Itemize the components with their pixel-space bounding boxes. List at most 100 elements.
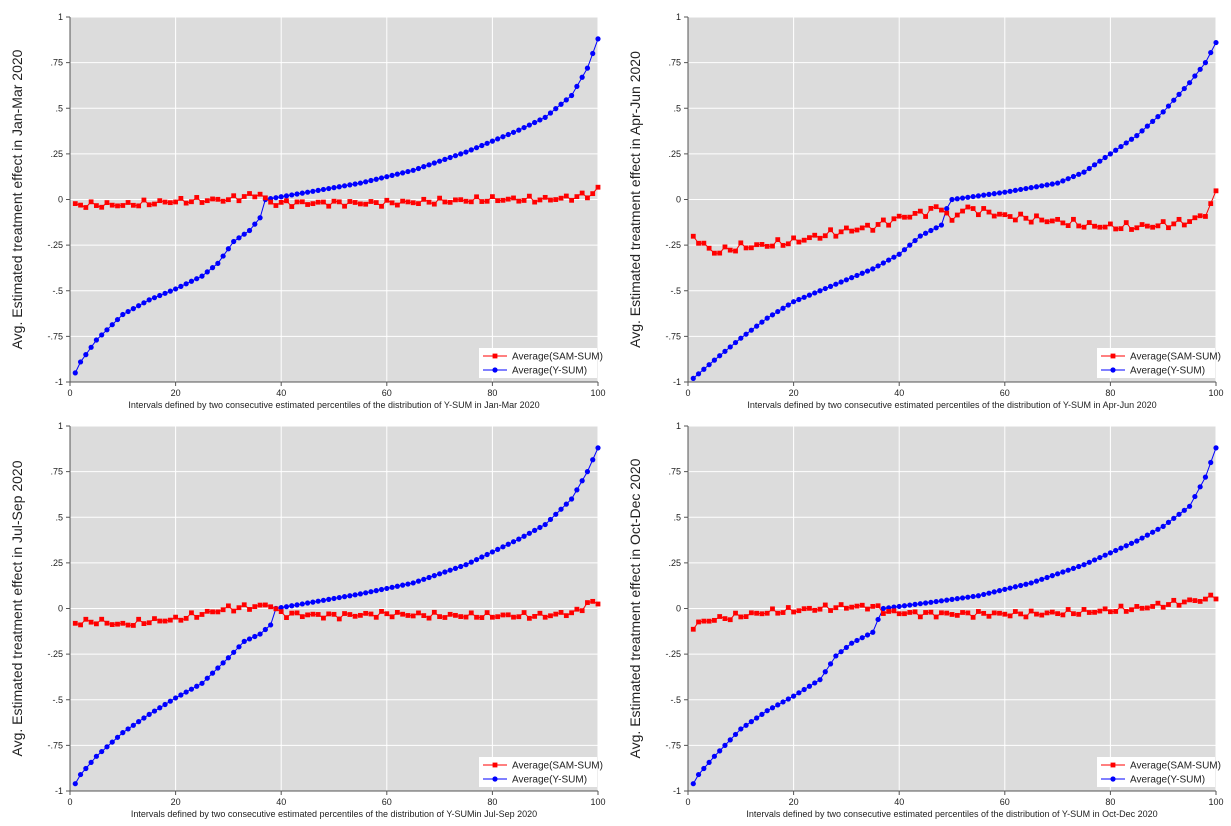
point-y-sum bbox=[1070, 173, 1077, 180]
point-y-sum bbox=[1091, 557, 1098, 563]
series-sam-sum bbox=[72, 598, 601, 628]
point-sam-sum bbox=[970, 206, 976, 211]
point-y-sum bbox=[500, 134, 506, 140]
point-y-sum bbox=[838, 279, 844, 285]
point-sam-sum bbox=[1081, 224, 1087, 230]
point-sam-sum bbox=[548, 613, 553, 619]
point-sam-sum bbox=[722, 244, 728, 250]
legend-label-sam-sum: Average(SAM-SUM) bbox=[512, 761, 603, 772]
point-sam-sum bbox=[923, 610, 928, 615]
point-y-sum bbox=[283, 193, 290, 199]
point-y-sum bbox=[954, 196, 960, 202]
point-sam-sum bbox=[526, 615, 532, 621]
y-tick-label: .5 bbox=[55, 103, 63, 113]
point-sam-sum bbox=[447, 199, 453, 205]
point-sam-sum bbox=[442, 199, 448, 205]
point-y-sum bbox=[405, 168, 411, 175]
point-y-sum bbox=[975, 193, 982, 199]
point-y-sum bbox=[463, 149, 469, 155]
point-sam-sum bbox=[886, 609, 892, 614]
point-y-sum bbox=[1128, 136, 1135, 142]
point-y-sum bbox=[331, 185, 337, 191]
point-sam-sum bbox=[146, 620, 152, 626]
point-sam-sum bbox=[521, 198, 527, 203]
point-y-sum bbox=[759, 711, 765, 717]
point-y-sum bbox=[146, 297, 152, 303]
point-y-sum bbox=[806, 683, 813, 689]
point-y-sum bbox=[1060, 569, 1066, 575]
point-sam-sum bbox=[115, 621, 120, 627]
point-y-sum bbox=[114, 316, 121, 323]
point-y-sum bbox=[1039, 183, 1045, 189]
point-sam-sum bbox=[262, 602, 268, 608]
point-sam-sum bbox=[94, 203, 99, 208]
point-y-sum bbox=[722, 348, 728, 354]
point-sam-sum bbox=[870, 603, 876, 609]
point-sam-sum bbox=[1076, 223, 1082, 229]
point-y-sum bbox=[738, 726, 744, 732]
y-tick-label: 0 bbox=[58, 604, 63, 614]
point-y-sum bbox=[410, 580, 416, 586]
point-sam-sum bbox=[183, 200, 189, 206]
point-y-sum bbox=[1139, 535, 1145, 541]
point-y-sum bbox=[933, 598, 939, 605]
y-axis-label: Avg. Estimated treatment effect in Jan-M… bbox=[9, 49, 25, 349]
point-sam-sum bbox=[1197, 213, 1203, 219]
point-y-sum bbox=[1007, 188, 1013, 194]
point-sam-sum bbox=[384, 197, 390, 203]
point-sam-sum bbox=[426, 615, 432, 621]
point-sam-sum bbox=[991, 610, 997, 616]
y-axis-label: Avg. Estimated treatment effect in Oct-D… bbox=[627, 458, 643, 758]
point-y-sum bbox=[880, 605, 886, 612]
series-line-y-sum bbox=[692, 42, 1217, 379]
y-tick-label: -.5 bbox=[670, 286, 681, 296]
series-sam-sum bbox=[72, 184, 601, 210]
point-sam-sum bbox=[859, 602, 865, 608]
point-sam-sum bbox=[104, 620, 110, 626]
point-y-sum bbox=[88, 759, 94, 766]
x-axis-label: Intervals defined by two consecutive est… bbox=[128, 400, 539, 410]
x-tick-label: 80 bbox=[487, 797, 497, 807]
point-sam-sum bbox=[152, 616, 157, 622]
point-y-sum bbox=[780, 305, 786, 311]
point-y-sum bbox=[157, 292, 163, 299]
point-y-sum bbox=[77, 359, 84, 365]
point-y-sum bbox=[437, 158, 443, 164]
point-y-sum bbox=[1160, 523, 1166, 529]
point-sam-sum bbox=[384, 611, 390, 617]
point-sam-sum bbox=[727, 247, 733, 253]
point-y-sum bbox=[553, 106, 559, 112]
point-y-sum bbox=[965, 594, 971, 600]
point-y-sum bbox=[320, 186, 327, 193]
point-sam-sum bbox=[1039, 612, 1045, 618]
point-sam-sum bbox=[83, 205, 89, 210]
point-y-sum bbox=[452, 565, 459, 571]
point-y-sum bbox=[521, 124, 527, 131]
y-tick-label: -1 bbox=[55, 786, 63, 796]
point-sam-sum bbox=[1208, 201, 1214, 207]
x-tick-label: 60 bbox=[1000, 797, 1010, 807]
point-sam-sum bbox=[1034, 213, 1039, 219]
point-y-sum bbox=[262, 626, 268, 633]
point-y-sum bbox=[320, 597, 327, 603]
point-y-sum bbox=[162, 290, 168, 296]
point-y-sum bbox=[1134, 538, 1140, 544]
point-sam-sum bbox=[468, 610, 474, 616]
point-y-sum bbox=[986, 191, 992, 197]
point-sam-sum bbox=[431, 609, 437, 615]
point-y-sum bbox=[146, 711, 152, 717]
point-sam-sum bbox=[284, 615, 289, 620]
point-sam-sum bbox=[109, 622, 115, 627]
point-sam-sum bbox=[167, 200, 173, 206]
point-sam-sum bbox=[141, 621, 147, 627]
point-sam-sum bbox=[516, 198, 522, 204]
y-tick-label: .25 bbox=[50, 558, 63, 568]
point-sam-sum bbox=[944, 610, 950, 616]
point-sam-sum bbox=[368, 611, 374, 617]
point-sam-sum bbox=[764, 243, 770, 249]
point-sam-sum bbox=[754, 610, 760, 616]
point-y-sum bbox=[526, 122, 532, 128]
point-y-sum bbox=[289, 192, 295, 198]
point-sam-sum bbox=[268, 604, 274, 610]
point-sam-sum bbox=[939, 610, 944, 616]
